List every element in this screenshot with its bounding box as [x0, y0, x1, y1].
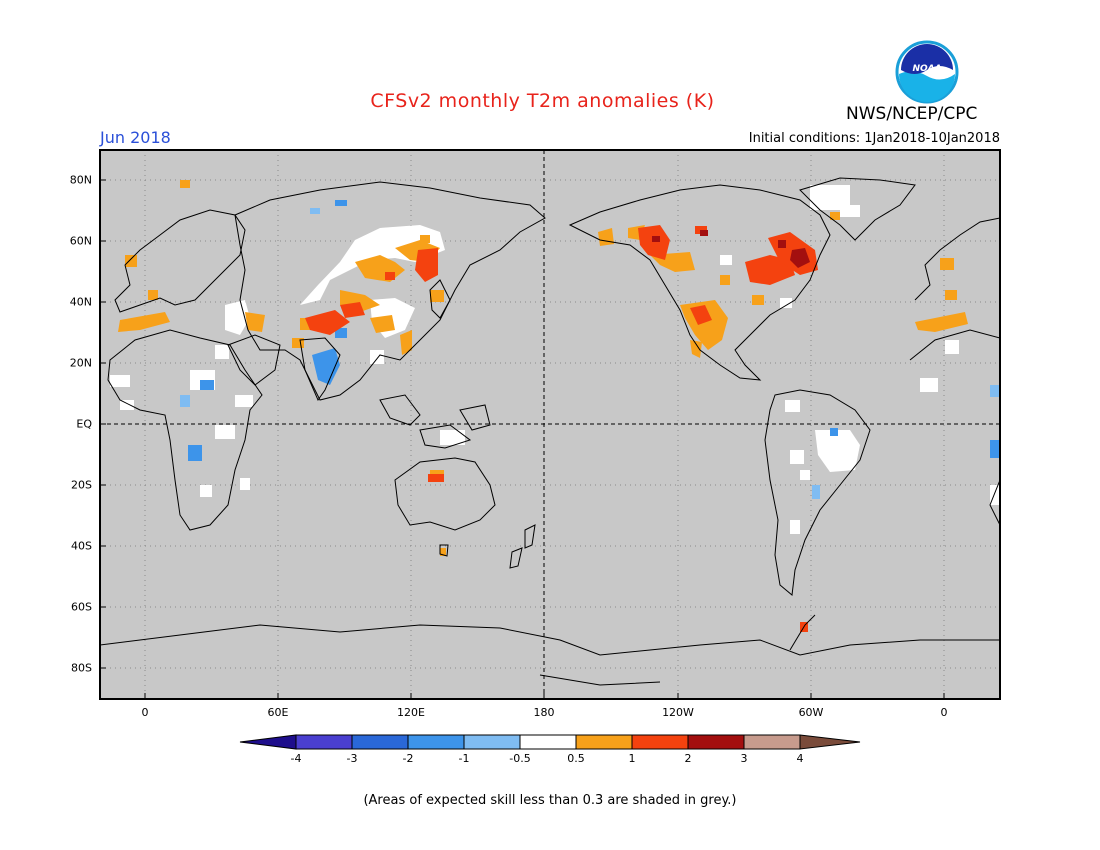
colorbar-low-arrow — [239, 734, 297, 750]
colorbar-swatch — [743, 734, 801, 750]
noaa-logo-icon: NOAA — [895, 40, 959, 104]
colorbar-tick-label: -4 — [290, 752, 302, 765]
colorbar-tick-label: 2 — [684, 752, 692, 765]
colorbar-tick-label: 3 — [740, 752, 748, 765]
map-gridlines — [100, 150, 1000, 699]
colorbar-tick-label: 0.5 — [567, 752, 585, 765]
colorbar-swatch — [407, 734, 465, 750]
lat-label: 80N — [69, 173, 92, 187]
colorbar-swatch — [631, 734, 689, 750]
lat-label: 60N — [69, 234, 92, 248]
anomaly-negative-areas — [180, 200, 1000, 499]
skill-footnote: (Areas of expected skill less than 0.3 a… — [363, 793, 737, 808]
colorbar-swatch — [463, 734, 521, 750]
lat-label: 20N — [69, 356, 92, 370]
initial-conditions-label: Initial conditions: 1Jan2018-10Jan2018 — [748, 131, 1000, 146]
colorbar — [239, 734, 861, 750]
lon-label: 180 — [533, 706, 555, 719]
colorbar-tick-label: -3 — [346, 752, 358, 765]
anomaly-positive-05-1-areas — [118, 180, 968, 556]
lon-label: 120E — [397, 706, 425, 719]
lon-label: 60W — [798, 706, 824, 719]
anomaly-positive-2-3-areas — [652, 230, 810, 268]
svg-text:NOAA: NOAA — [912, 64, 941, 74]
colorbar-tick-label: 4 — [796, 752, 804, 765]
lon-label: 60E — [267, 706, 289, 719]
colorbar-tick-label: 1 — [628, 752, 636, 765]
colorbar-swatch — [519, 734, 577, 750]
colorbar-swatch — [295, 734, 353, 750]
month-label: Jun 2018 — [100, 128, 171, 147]
colorbar-swatch — [687, 734, 745, 750]
lon-label: 0 — [141, 706, 149, 719]
colorbar-tick-label: -0.5 — [509, 752, 531, 765]
axis-ticks — [100, 179, 945, 699]
lon-label: 0 — [940, 706, 948, 719]
lon-label: 120W — [662, 706, 694, 719]
colorbar-swatch — [351, 734, 409, 750]
colorbar-tick-label: -2 — [402, 752, 414, 765]
map-title: CFSv2 monthly T2m anomalies (K) — [370, 90, 715, 112]
coastlines — [100, 177, 1000, 686]
lat-label: 20S — [71, 478, 92, 492]
colorbar-swatch — [575, 734, 633, 750]
lat-label: 60S — [71, 600, 92, 614]
lat-label: 40S — [71, 539, 92, 553]
colorbar-tick-label: -1 — [458, 752, 470, 765]
lat-label: EQ — [76, 417, 92, 431]
lat-label: 80S — [71, 661, 92, 675]
agency-label: NWS/NCEP/CPC — [846, 104, 978, 124]
lat-label: 40N — [69, 295, 92, 309]
colorbar-high-arrow — [799, 734, 861, 750]
